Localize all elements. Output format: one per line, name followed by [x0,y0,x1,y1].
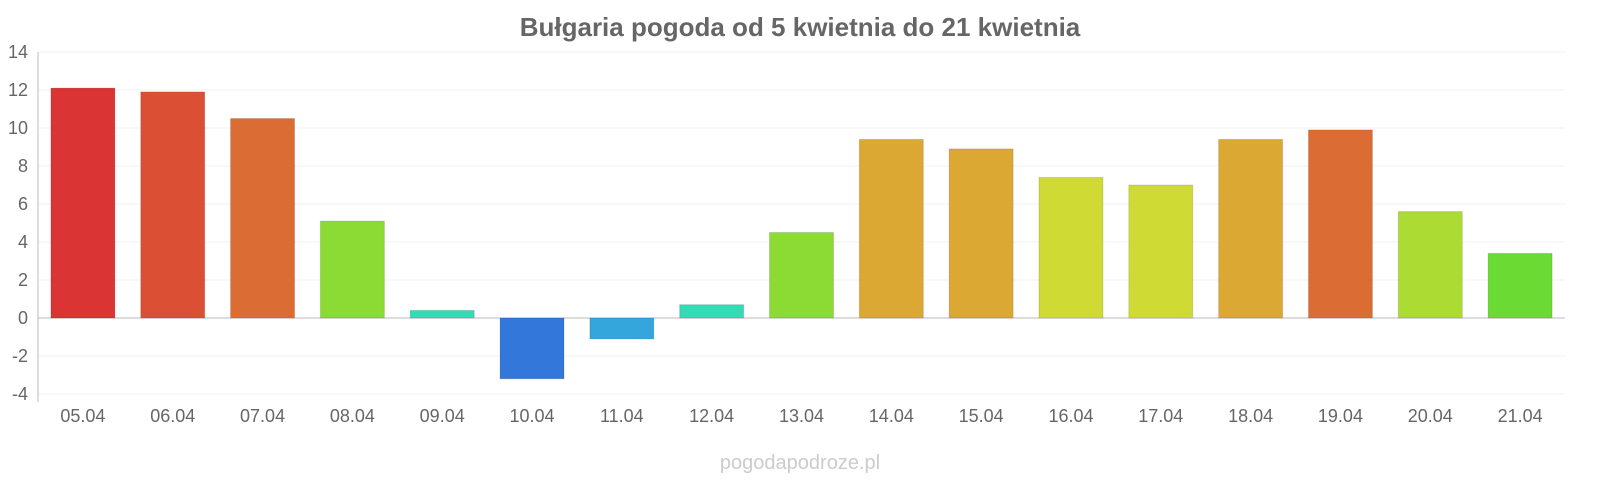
y-tick-label: -2 [12,346,28,366]
bar-06.04[interactable] [140,91,206,319]
bar-17.04[interactable] [1128,184,1194,319]
bar-05.04[interactable] [50,87,116,319]
x-tick-label: 16.04 [1048,406,1093,426]
bar-16.04[interactable] [1038,176,1104,319]
watermark: pogodapodroze.pl [720,452,880,474]
bar-10.04[interactable] [499,317,565,380]
bar-15.04[interactable] [948,148,1014,319]
x-tick-label: 17.04 [1138,406,1183,426]
x-tick-label: 21.04 [1498,406,1543,426]
bar-12.04[interactable] [679,304,745,319]
chart-title: Bułgaria pogoda od 5 kwietnia do 21 kwie… [520,12,1081,42]
x-tick-label: 10.04 [510,406,555,426]
y-tick-label: 0 [18,308,28,328]
bar-19.04[interactable] [1307,129,1373,319]
x-tick-label: 13.04 [779,406,824,426]
x-tick-label: 06.04 [150,406,195,426]
y-tick-label: 8 [18,156,28,176]
bar-18.04[interactable] [1218,138,1284,319]
y-tick-label: 6 [18,194,28,214]
y-tick-label: 4 [18,232,28,252]
x-tick-label: 19.04 [1318,406,1363,426]
x-tick-label: 12.04 [689,406,734,426]
bar-09.04[interactable] [409,309,475,319]
y-tick-label: 10 [8,118,28,138]
bar-20.04[interactable] [1397,211,1463,319]
x-tick-label: 18.04 [1228,406,1273,426]
x-tick-label: 09.04 [420,406,465,426]
y-tick-label: 14 [8,42,28,62]
x-tick-label: 11.04 [600,406,644,426]
y-tick-label: 12 [8,80,28,100]
bar-11.04[interactable] [589,317,655,340]
x-tick-label: 15.04 [959,406,1004,426]
bar-08.04[interactable] [319,220,385,319]
bar-07.04[interactable] [230,118,296,319]
x-tick-label: 08.04 [330,406,375,426]
y-tick-label: -4 [12,384,28,404]
bar-14.04[interactable] [858,138,924,319]
x-tick-label: 20.04 [1408,406,1453,426]
y-tick-label: 2 [18,270,28,290]
x-tick-label: 07.04 [240,406,285,426]
x-tick-label: 05.04 [60,406,105,426]
bar-21.04[interactable] [1487,252,1553,319]
bar-13.04[interactable] [769,232,834,319]
x-tick-label: 14.04 [869,406,914,426]
